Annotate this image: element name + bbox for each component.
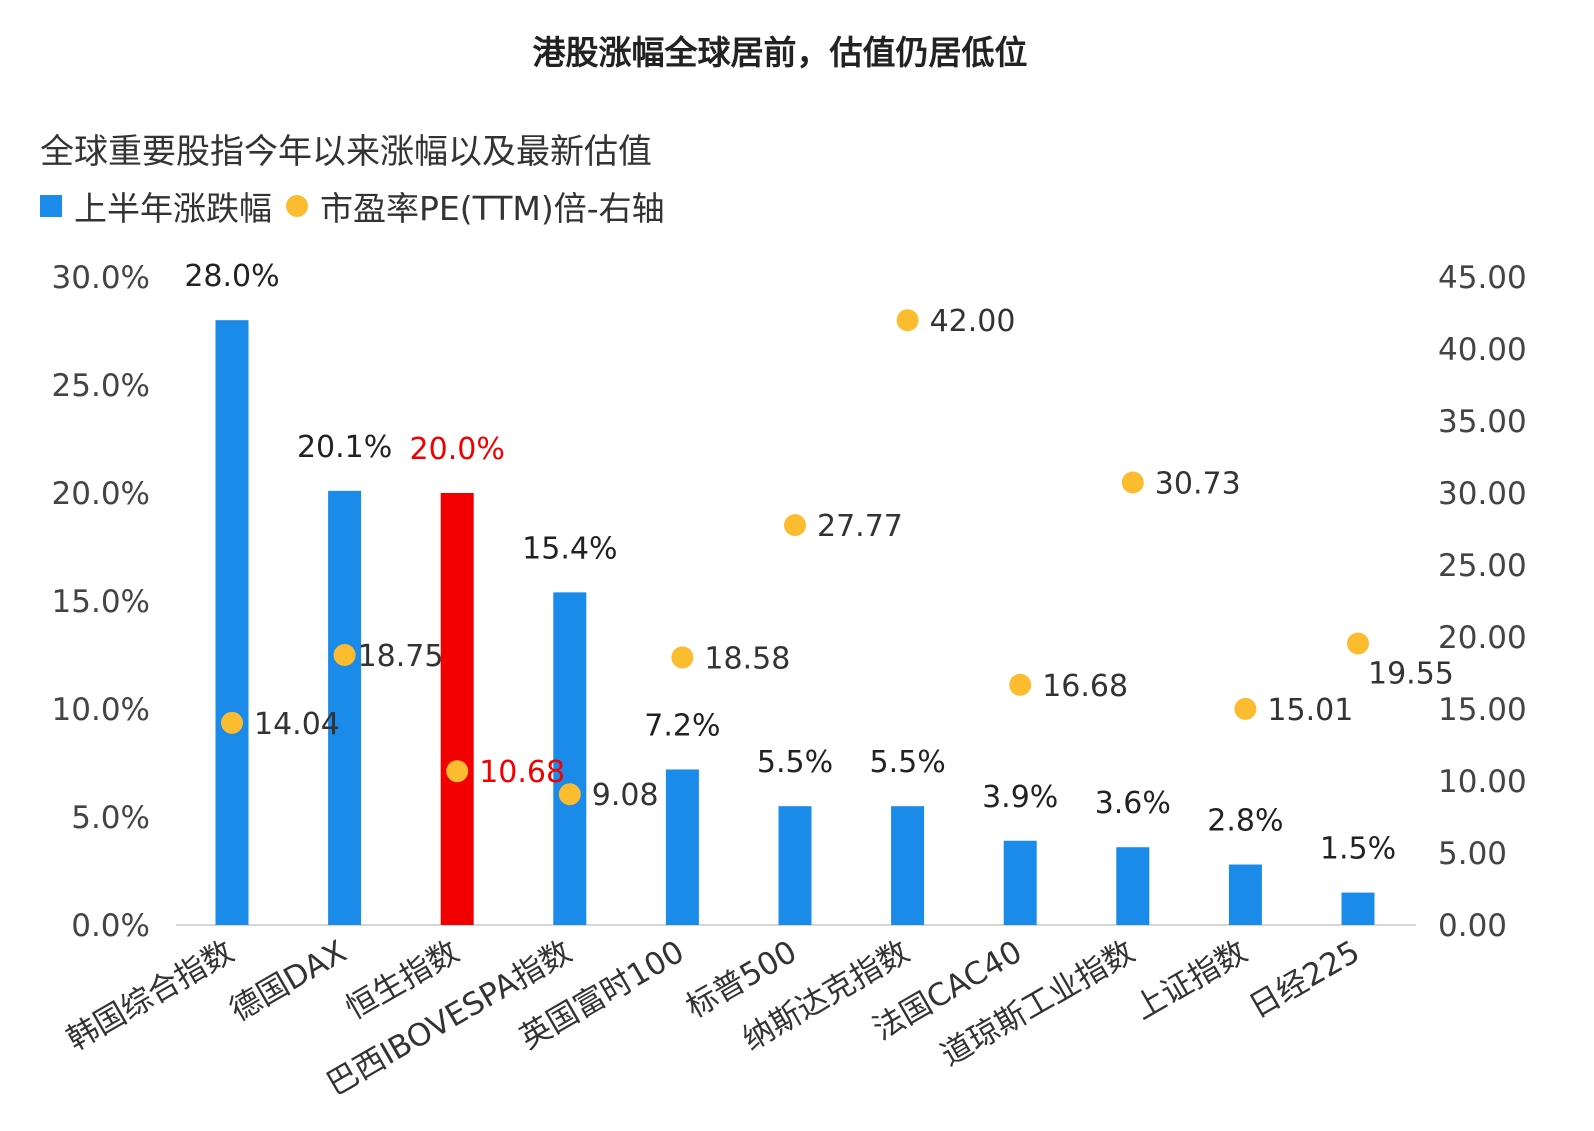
bar	[665, 769, 699, 925]
left-axis-tick-label: 25.0%	[52, 368, 150, 404]
bar-data-label: 1.5%	[1320, 832, 1396, 867]
pe-data-label: 15.01	[1267, 693, 1353, 728]
bar-data-label: 3.9%	[982, 780, 1058, 815]
bar-data-label: 28.0%	[184, 259, 279, 294]
bar	[440, 493, 474, 925]
pe-dot	[1121, 471, 1144, 494]
bar	[1228, 864, 1262, 925]
bar	[553, 592, 587, 925]
right-axis-tick-label: 0.00	[1438, 908, 1507, 944]
pe-dot	[1347, 632, 1369, 655]
pe-dot	[1009, 673, 1032, 696]
legend: 上半年涨跌幅 市盈率PE(TTM)倍-右轴	[40, 182, 665, 230]
pe-data-label: 30.73	[1155, 466, 1241, 501]
bar	[778, 806, 812, 925]
right-axis-tick-label: 15.00	[1438, 692, 1527, 728]
category-label: 上证指数	[1128, 934, 1253, 1027]
legend-dot-swatch	[286, 195, 308, 217]
legend-dot-label: 市盈率PE(TTM)倍-右轴	[320, 189, 665, 228]
bar-data-label: 7.2%	[644, 708, 720, 743]
pe-dot	[1234, 697, 1257, 720]
bar-data-label: 2.8%	[1207, 804, 1283, 839]
pe-dot	[333, 644, 356, 666]
pe-data-label: 42.00	[930, 304, 1016, 339]
pe-dot	[784, 514, 806, 537]
bar	[215, 320, 249, 925]
pe-data-label: 18.75	[358, 639, 444, 674]
right-axis-tick-label: 20.00	[1438, 620, 1527, 656]
pe-data-label: 18.58	[704, 641, 790, 676]
left-axis-tick-label: 0.0%	[71, 908, 150, 944]
category-label: 道琼斯工业指数	[935, 934, 1141, 1074]
bar-data-label: 20.1%	[297, 430, 392, 465]
right-axis-tick-label: 45.00	[1438, 260, 1527, 296]
pe-data-label: 27.77	[817, 509, 903, 544]
category-label: 日经225	[1243, 934, 1366, 1026]
bar-data-label: 5.5%	[869, 745, 945, 780]
category-label: 韩国综合指数	[61, 934, 240, 1058]
pe-dot	[221, 711, 243, 734]
left-axis-tick-label: 5.0%	[71, 800, 150, 836]
bar-data-label: 20.0%	[410, 432, 505, 467]
right-axis-tick-label: 10.00	[1438, 764, 1527, 800]
legend-bar-swatch	[40, 195, 62, 217]
bar	[891, 806, 925, 925]
bar-data-label: 5.5%	[757, 745, 833, 780]
bar	[1341, 892, 1375, 925]
category-label: 德国DAX	[224, 934, 353, 1029]
right-axis-tick-label: 5.00	[1438, 836, 1507, 872]
bar-data-label: 3.6%	[1095, 786, 1171, 821]
chart-title: 全球重要股指今年以来涨幅以及最新估值	[40, 132, 652, 172]
pe-dot	[671, 646, 694, 669]
right-axis-tick-label: 30.00	[1438, 476, 1527, 512]
page-title: 港股涨幅全球居前，估值仍居低位	[532, 33, 1028, 72]
left-axis-tick-label: 20.0%	[52, 476, 150, 512]
left-axis-tick-label: 10.0%	[52, 692, 150, 728]
bar-data-label: 15.4%	[522, 531, 617, 566]
right-axis-tick-label: 40.00	[1438, 332, 1527, 368]
right-axis-tick-label: 35.00	[1438, 404, 1527, 440]
bar	[328, 490, 362, 925]
pe-data-label: 14.04	[254, 707, 340, 742]
pe-dot	[558, 783, 581, 806]
right-axis-tick-label: 25.00	[1438, 548, 1527, 584]
left-axis-tick-label: 30.0%	[52, 260, 150, 296]
pe-data-label: 16.68	[1042, 669, 1128, 704]
bar	[1003, 840, 1037, 925]
pe-dot	[896, 309, 919, 332]
legend-bar-label: 上半年涨跌幅	[74, 189, 272, 228]
pe-data-label: 9.08	[592, 778, 659, 813]
pe-dot	[446, 760, 469, 783]
pe-data-label: 19.55	[1368, 656, 1454, 691]
bar	[1116, 847, 1150, 925]
left-axis-tick-label: 15.0%	[52, 584, 150, 620]
pe-data-label: 10.68	[479, 755, 565, 790]
